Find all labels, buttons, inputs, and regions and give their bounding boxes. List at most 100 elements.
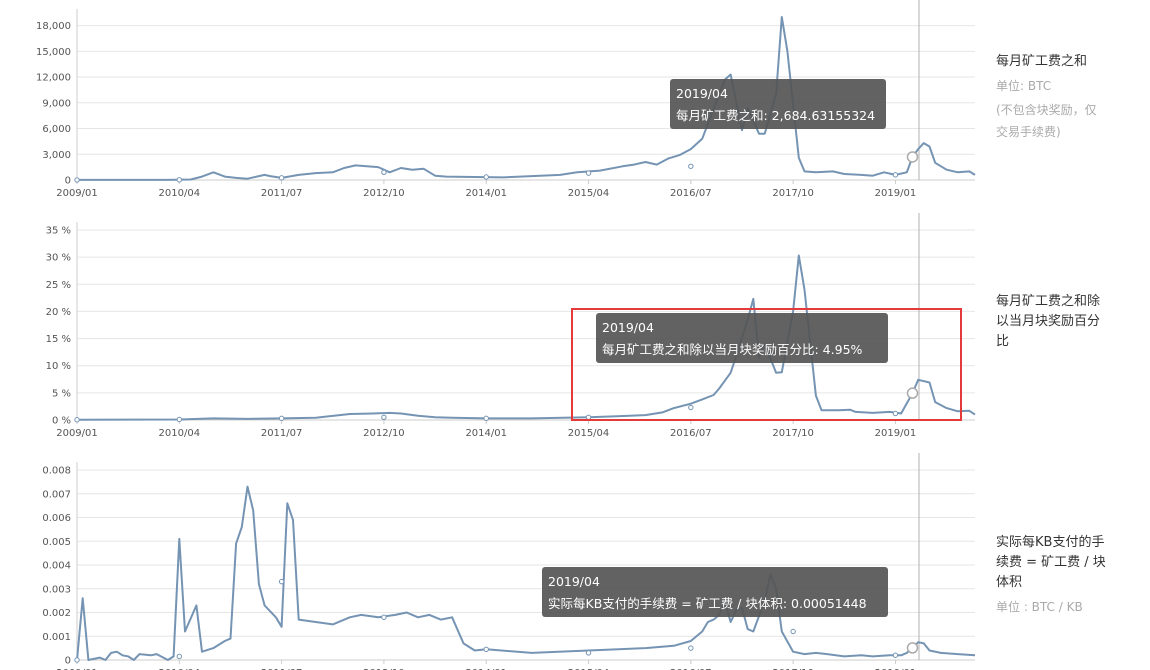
data-point-2-2 (278, 578, 285, 585)
legend-fees: 每月矿工费之和 单位: BTC (不包含块奖励，仅 交易手续费) (996, 52, 1136, 143)
y-tick-label-1-1: 5 % (52, 388, 71, 399)
legend-percentage: 每月矿工费之和除 以当月块奖励百分 比 (996, 292, 1136, 352)
tooltip-value-2: 实际每KB支付的手续费 = 矿工费 / 块体积: 0.00051448 (548, 596, 867, 611)
x-tick-label-1-4: 2014/01 (465, 428, 507, 439)
data-point-2-5 (585, 650, 592, 656)
x-tick-label-1-7: 2017/10 (772, 428, 814, 439)
legend-unit-fee-per-kb: 单位 : BTC / KB (996, 600, 1083, 614)
y-tick-label-0-0: 0 (65, 176, 71, 187)
data-point-2-3 (381, 614, 387, 620)
chart-2: 0 0.001 0.002 0.003 0.004 0.005 0.006 0.007 0.00… (42, 453, 976, 670)
x-tick-label-0-0: 2009/01 (56, 188, 98, 199)
data-point-0-6 (688, 163, 694, 169)
x-tick-label-1-5: 2015/04 (568, 428, 610, 439)
x-tick-label-0-3: 2012/10 (363, 188, 405, 199)
x-tick-label-0-2: 2011/07 (261, 188, 303, 199)
y-tick-label-0-3: 9,000 (42, 98, 71, 109)
y-tick-label-2-3: 0.003 (42, 584, 71, 595)
y-tick-label-0-6: 18,000 (36, 21, 71, 32)
data-point-0-3 (381, 169, 387, 175)
data-point-1-7 (892, 410, 899, 417)
y-tick-label-2-8: 0.008 (42, 466, 71, 477)
tooltip-date-1: 2019/04 (602, 320, 654, 335)
series-line-2 (76, 485, 976, 661)
legend-title-fee-per-kb-line-1: 实际每KB支付的手 (996, 535, 1105, 550)
legend-title-percentage-line-2: 以当月块奖励百分 (996, 314, 1101, 329)
legend-title-fees: 每月矿工费之和 (996, 54, 1088, 69)
legend-title-fee-per-kb-line-3: 体积 (996, 575, 1023, 590)
chart-0: 0 3,000 6,000 9,000 12,000 15,000 18,000 2009/0… (36, 0, 976, 199)
x-tick-label-2-7: 2017/10 (772, 668, 814, 670)
data-point-0-1 (176, 177, 183, 183)
x-tick-label-2-0: 2009/01 (56, 668, 98, 670)
data-point-2-7 (790, 628, 796, 635)
x-tick-label-1-0: 2009/01 (56, 428, 98, 439)
y-tick-label-1-0: 0 % (52, 416, 71, 427)
data-point-0-0 (74, 177, 80, 183)
legend-note-line-1: (不包含块奖励，仅 (996, 103, 1097, 117)
data-point-1-4 (483, 415, 489, 422)
data-point-2-0 (74, 657, 80, 663)
data-point-0-7 (892, 172, 899, 178)
data-point-1-3 (381, 414, 387, 420)
data-point-1-0 (74, 417, 80, 423)
x-tick-label-2-8: 2019/01 (875, 668, 917, 670)
y-tick-label-1-5: 25 % (46, 280, 71, 291)
x-tick-label-2-6: 2016/07 (670, 668, 712, 670)
x-tick-label-0-4: 2014/01 (465, 188, 507, 199)
y-tick-label-2-6: 0.006 (42, 513, 71, 524)
legend-title-fee-per-kb-line-2: 续费 = 矿工费 / 块 (996, 555, 1106, 570)
data-point-0-5 (585, 170, 592, 176)
y-tick-label-2-0: 0 (65, 656, 71, 667)
x-tick-label-1-8: 2019/01 (875, 428, 917, 439)
y-tick-label-2-1: 0.001 (42, 632, 71, 643)
hover-point-2[interactable] (906, 642, 919, 654)
y-tick-label-0-4: 12,000 (36, 73, 71, 84)
series-line-0 (77, 16, 976, 181)
x-tick-label-2-3: 2012/10 (363, 668, 405, 670)
x-tick-label-1-3: 2012/10 (363, 428, 405, 439)
data-point-1-5 (585, 414, 592, 420)
chart-1: 0 % 5 % 10 % 15 % 20 % 25 % 30 % 35 % 2009/01 201… (46, 213, 976, 439)
x-tick-label-2-5: 2015/04 (568, 668, 610, 670)
y-tick-label-2-5: 0.005 (42, 537, 71, 548)
hover-point-1[interactable] (906, 387, 919, 399)
tooltip-date-2: 2019/04 (548, 574, 600, 589)
y-tick-label-1-2: 10 % (46, 361, 71, 372)
y-tick-label-2-2: 0.002 (42, 608, 71, 619)
hover-point-0[interactable] (906, 151, 919, 163)
tooltip-date-0: 2019/04 (676, 86, 728, 101)
legend-title-percentage-line-3: 比 (996, 334, 1010, 349)
legend-fee-per-kb: 实际每KB支付的手 续费 = 矿工费 / 块 体积 单位 : BTC / KB (996, 533, 1136, 617)
data-point-2-6 (688, 645, 694, 651)
tooltip-value-0: 每月矿工费之和: 2,684.63155324 (676, 108, 875, 123)
tooltip-bg-2 (542, 567, 888, 617)
tooltip-0: 2019/04 每月矿工费之和: 2,684.63155324 (670, 79, 886, 129)
y-tick-label-1-7: 35 % (46, 226, 71, 237)
y-tick-label-1-4: 20 % (46, 307, 71, 318)
y-tick-label-0-2: 6,000 (42, 124, 71, 135)
y-tick-label-1-3: 15 % (46, 334, 71, 345)
y-tick-label-0-5: 15,000 (36, 47, 71, 58)
x-tick-label-1-6: 2016/07 (670, 428, 712, 439)
x-tick-label-2-1: 2010/04 (159, 668, 201, 670)
x-tick-label-2-4: 2014/01 (465, 668, 507, 670)
data-point-2-8 (892, 652, 899, 658)
data-point-1-6 (688, 404, 694, 411)
legend-note-line-2: 交易手续费) (996, 125, 1061, 139)
data-point-2-1 (176, 653, 183, 660)
data-point-0-2 (278, 175, 285, 181)
x-tick-label-0-7: 2017/10 (772, 188, 814, 199)
tooltip-bg-1 (596, 313, 888, 363)
y-tick-label-2-4: 0.004 (42, 561, 71, 572)
tooltip-1: 2019/04 每月矿工费之和除以当月块奖励百分比: 4.95% (596, 313, 888, 363)
tooltip-2: 2019/04 实际每KB支付的手续费 = 矿工费 / 块体积: 0.000514… (542, 567, 888, 617)
y-tick-label-1-6: 30 % (46, 253, 71, 264)
data-point-1-2 (278, 415, 285, 422)
tooltip-value-1: 每月矿工费之和除以当月块奖励百分比: 4.95% (602, 342, 863, 357)
x-tick-label-0-6: 2016/07 (670, 188, 712, 199)
y-tick-label-0-1: 3,000 (42, 150, 71, 161)
data-point-0-4 (483, 174, 489, 180)
x-tick-label-0-1: 2010/04 (159, 188, 201, 199)
legend-unit-fees: 单位: BTC (996, 79, 1052, 93)
